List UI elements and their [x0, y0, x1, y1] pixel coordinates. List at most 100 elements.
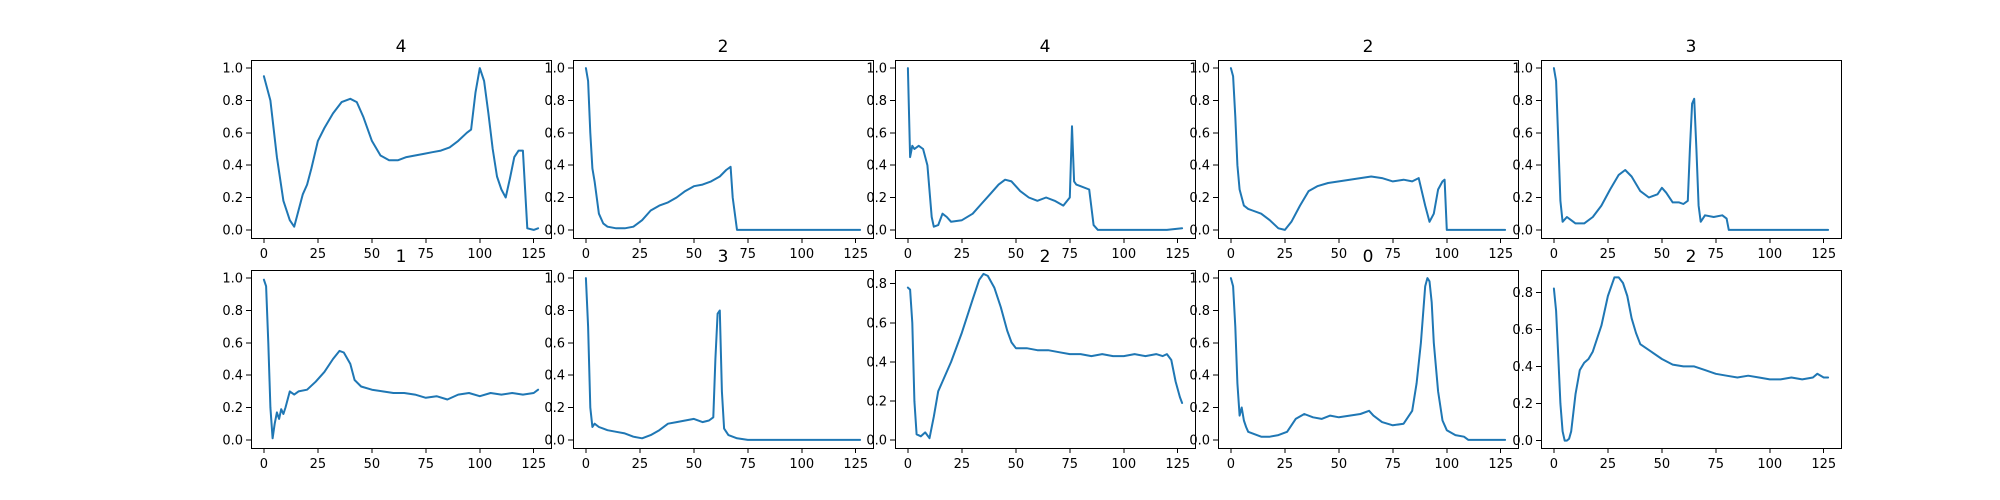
- x-tick-label: 25: [310, 247, 327, 262]
- subplot-title: 3: [1686, 37, 1697, 57]
- y-tick-label: 0.2: [544, 191, 565, 206]
- y-tick-label: 0.2: [222, 191, 243, 206]
- y-tick-label: 0.8: [544, 94, 565, 109]
- subplot-title: 2: [1363, 37, 1374, 57]
- x-tick-label: 100: [1434, 247, 1459, 262]
- x-tick-label: 125: [1488, 457, 1513, 472]
- x-tick-label: 50: [1331, 247, 1348, 262]
- x-tick-label: 125: [1811, 247, 1836, 262]
- y-tick-label: 1.0: [222, 62, 243, 77]
- y-tick-label: 0.6: [222, 336, 243, 351]
- x-tick-label: 25: [1277, 247, 1294, 262]
- x-tick-label: 100: [789, 457, 814, 472]
- x-tick-label: 125: [521, 247, 546, 262]
- x-tick-label: 25: [632, 457, 649, 472]
- x-tick-label: 100: [1111, 247, 1136, 262]
- x-tick-label: 0: [1227, 457, 1235, 472]
- series-line-1: [1552, 67, 1830, 231]
- subplot-title: 1: [396, 247, 407, 267]
- x-tick-label: 100: [467, 247, 492, 262]
- subplot-title: 2: [718, 37, 729, 57]
- y-tick-label: 0.4: [544, 369, 565, 384]
- y-tick-label: 0.8: [866, 277, 887, 292]
- y-tick-label: 0.6: [866, 126, 887, 141]
- series-line-1: [584, 277, 862, 441]
- x-tick-label: 100: [1757, 457, 1782, 472]
- y-tick-label: 0.6: [1512, 323, 1533, 338]
- series-line-1: [1552, 276, 1830, 442]
- x-tick-label: 50: [1331, 457, 1348, 472]
- series-line-1: [906, 272, 1184, 440]
- x-tick-label: 0: [582, 457, 590, 472]
- y-tick-label: 0.0: [1512, 223, 1533, 238]
- y-tick-label: 0.6: [544, 336, 565, 351]
- y-tick-label: 0.2: [544, 401, 565, 416]
- series-line-1: [262, 278, 540, 440]
- x-tick-label: 75: [740, 457, 757, 472]
- axes-frame: [1541, 270, 1842, 449]
- axes-frame: [1218, 270, 1519, 449]
- x-tick-label: 125: [843, 247, 868, 262]
- subplot-5: 3 0 25 50 75 100 125 0.0 0.2 0.4 0.6 0.8 1.0: [1512, 37, 1842, 262]
- y-tick-label: 1.0: [544, 272, 565, 287]
- axes-frame: [573, 270, 874, 449]
- y-tick-label: 0.8: [1189, 304, 1210, 319]
- y-tick-label: 0.0: [222, 433, 243, 448]
- series-line-1: [1229, 277, 1507, 441]
- y-tick-label: 0.2: [1512, 191, 1533, 206]
- series-line-1: [584, 67, 862, 231]
- y-tick-label: 0.8: [1512, 286, 1533, 301]
- x-tick-label: 0: [582, 247, 590, 262]
- x-tick-label: 75: [1385, 247, 1402, 262]
- y-tick-label: 0.0: [866, 223, 887, 238]
- x-tick-label: 125: [1488, 247, 1513, 262]
- y-tick-label: 0.0: [1189, 223, 1210, 238]
- x-tick-label: 25: [1600, 247, 1617, 262]
- y-tick-label: 0.4: [544, 159, 565, 174]
- y-tick-label: 0.4: [1512, 159, 1533, 174]
- x-tick-label: 100: [1434, 457, 1459, 472]
- x-tick-label: 100: [789, 247, 814, 262]
- subplot-title: 2: [1040, 247, 1051, 267]
- x-tick-label: 25: [954, 247, 971, 262]
- y-tick-label: 0.2: [1189, 191, 1210, 206]
- axes-frame: [573, 60, 874, 239]
- series-line-1: [1229, 67, 1507, 231]
- subplot-title: 4: [396, 37, 407, 57]
- x-tick-label: 75: [740, 247, 757, 262]
- y-tick-label: 0.0: [866, 434, 887, 449]
- y-tick-label: 1.0: [866, 62, 887, 77]
- x-tick-label: 50: [1008, 247, 1025, 262]
- y-tick-label: 0.6: [1189, 336, 1210, 351]
- y-tick-label: 0.2: [1189, 401, 1210, 416]
- subplot-4: 2 0 25 50 75 100 125 0.0 0.2 0.4 0.6 0.8 1.0: [1189, 37, 1519, 262]
- x-tick-label: 50: [1654, 457, 1671, 472]
- axes-frame: [895, 270, 1196, 449]
- y-tick-label: 0.4: [222, 159, 243, 174]
- x-tick-label: 75: [418, 457, 435, 472]
- x-tick-label: 0: [1550, 457, 1558, 472]
- y-tick-label: 0.2: [222, 401, 243, 416]
- x-tick-label: 50: [686, 247, 703, 262]
- y-tick-label: 0.4: [222, 369, 243, 384]
- y-tick-label: 0.8: [1512, 94, 1533, 109]
- x-tick-label: 50: [1008, 457, 1025, 472]
- x-tick-label: 50: [364, 457, 381, 472]
- y-tick-label: 1.0: [544, 62, 565, 77]
- x-tick-label: 0: [904, 457, 912, 472]
- axes-frame: [251, 270, 552, 449]
- axes-frame: [251, 60, 552, 239]
- subplot-title: 2: [1686, 247, 1697, 267]
- x-tick-label: 125: [1165, 457, 1190, 472]
- subplot-title: 3: [718, 247, 729, 267]
- y-tick-label: 0.6: [1189, 126, 1210, 141]
- x-tick-label: 25: [310, 457, 327, 472]
- x-tick-label: 0: [260, 247, 268, 262]
- y-tick-label: 0.0: [222, 223, 243, 238]
- subplot-8: 2 0 25 50 75 100 125 0.0 0.2 0.4 0.6 0.8: [866, 247, 1196, 472]
- x-tick-label: 75: [1708, 457, 1725, 472]
- subplot-6: 1 0 25 50 75 100 125 0.0 0.2 0.4 0.6 0.8 1.0: [222, 247, 552, 472]
- x-tick-label: 75: [1708, 247, 1725, 262]
- y-tick-label: 1.0: [1512, 62, 1533, 77]
